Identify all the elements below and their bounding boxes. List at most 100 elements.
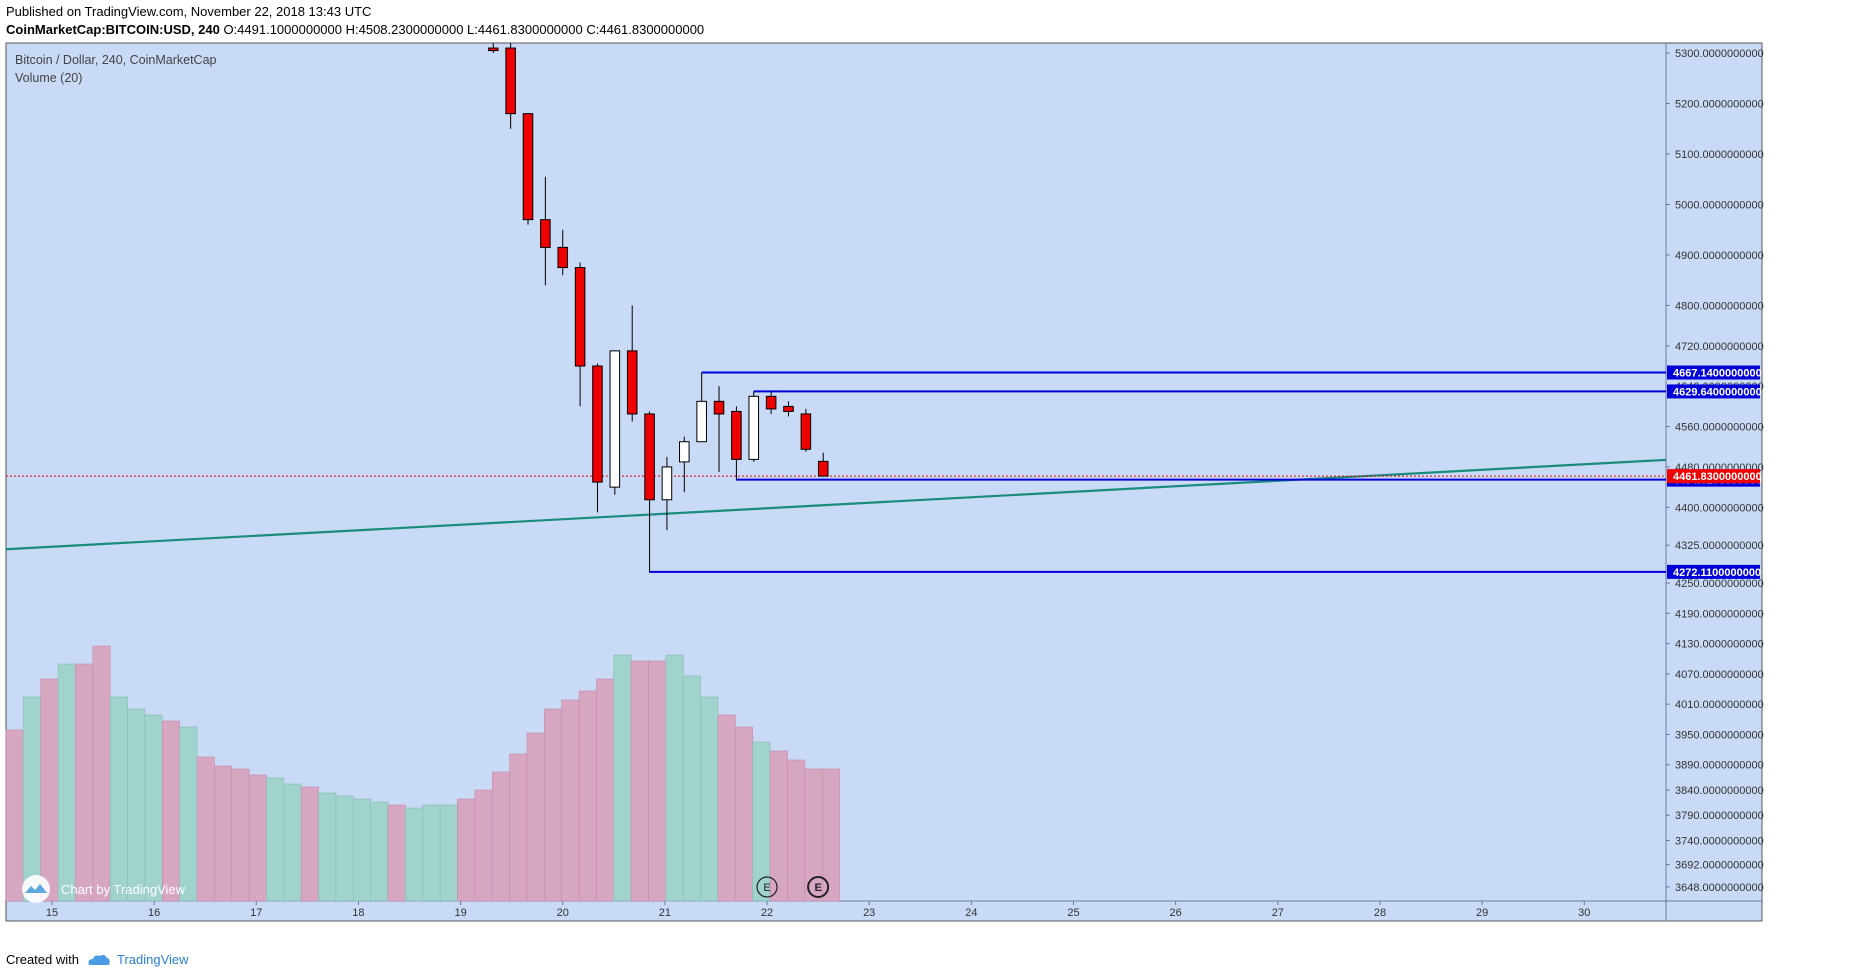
volume-bar: [161, 720, 180, 902]
volume-bar: [283, 783, 302, 902]
x-tick-label: 28: [1374, 907, 1386, 919]
x-tick-label: 18: [352, 907, 364, 919]
price-label-text: 4629.6400000000: [1673, 386, 1762, 398]
y-tick-label: 3692.0000000000: [1675, 860, 1764, 872]
y-tick-label: 4070.0000000000: [1675, 669, 1764, 681]
volume-bar: [387, 804, 406, 902]
price-label-box: [1667, 564, 1760, 579]
volume-bar: [335, 795, 354, 902]
y-tick-label: 4250.0000000000: [1675, 578, 1764, 590]
volume-bar: [300, 786, 319, 902]
candle-up: [748, 395, 760, 460]
y-tick-label: 3790.0000000000: [1675, 810, 1764, 822]
created-with-label: Created with: [6, 952, 79, 967]
x-tick-label: 17: [250, 907, 262, 919]
price-label-text: 4461.8300000000: [1673, 471, 1762, 483]
candle-down: [540, 219, 551, 248]
x-tick-label: 15: [46, 907, 58, 919]
y-tick-label: 5300.0000000000: [1675, 48, 1764, 60]
y-tick-label: 4900.0000000000: [1675, 250, 1764, 262]
price-chart[interactable]: 5300.0000000000 5200.0000000000 5100.00000…: [0, 0, 1868, 940]
candle-down: [626, 350, 638, 415]
volume-bar: [405, 807, 424, 902]
price-label-text: 4272.1100000000: [1673, 567, 1761, 579]
price-label-box: [1667, 365, 1760, 380]
volume-bar: [596, 678, 615, 902]
symbol-ohlc-line: CoinMarketCap:BITCOIN:USD, 240 O:4491.10…: [6, 22, 704, 37]
candle-down: [765, 395, 777, 410]
y-tick-label: 4130.0000000000: [1675, 639, 1764, 651]
volume-bar: [353, 798, 371, 902]
x-tick-label: 19: [454, 907, 466, 919]
volume-bar: [509, 753, 528, 902]
volume-bar: [318, 792, 337, 902]
chart-title: Bitcoin / Dollar, 240, CoinMarketCap: [15, 53, 217, 67]
candle-down: [592, 365, 603, 483]
volume-bar: [248, 774, 267, 902]
y-tick-label: 3890.0000000000: [1675, 760, 1764, 772]
volume-bar: [127, 708, 146, 902]
x-tick-label: 16: [148, 907, 160, 919]
x-tick-label: 25: [1067, 907, 1079, 919]
y-tick-label: 4720.0000000000: [1675, 341, 1764, 353]
trend-line-layer[interactable]: [5, 458, 1667, 551]
candle-down: [487, 47, 499, 52]
event-marker[interactable]: [756, 876, 778, 898]
cloud-icon-shape: [25, 884, 47, 893]
footer: Created with TradingView: [6, 952, 189, 967]
x-tick-label: 26: [1170, 907, 1182, 919]
y-tick-label: 4325.0000000000: [1675, 540, 1764, 552]
published-line: Published on TradingView.com, November 2…: [6, 4, 372, 19]
volume-bar: [665, 654, 684, 902]
y-tick-label: 3648.0000000000: [1675, 882, 1764, 894]
tradingview-brand-label: TradingView: [116, 952, 189, 967]
volume-bar: [630, 660, 649, 902]
volume-bar: [196, 756, 215, 902]
tradingview-brand[interactable]: TradingView: [87, 952, 189, 967]
y-tick-label: 4800.0000000000: [1675, 300, 1764, 312]
price-label-box: [1667, 384, 1760, 399]
volume-bar: [179, 726, 198, 902]
price-label-box: [1667, 469, 1760, 484]
volume-bar: [491, 771, 510, 902]
volume-bar: [5, 729, 24, 902]
ohlc-values: O:4491.1000000000 H:4508.2300000000 L:44…: [223, 22, 705, 37]
y-tick-label: 4400.0000000000: [1675, 502, 1764, 514]
candle-down: [713, 400, 725, 415]
y-tick-label: 3840.0000000000: [1675, 785, 1764, 797]
volume-bar: [57, 663, 76, 902]
volume-bar: [613, 654, 632, 902]
y-tick-label: 3950.0000000000: [1675, 729, 1764, 741]
volume-bar: [266, 777, 285, 902]
x-tick-label: 29: [1476, 907, 1488, 919]
candle-down: [574, 267, 586, 367]
candle-up: [696, 400, 707, 443]
volume-bar: [214, 765, 233, 902]
event-marker[interactable]: [807, 876, 830, 898]
price-labels: 4667.14000000004629.64000000004454.82000…: [1667, 365, 1762, 579]
volume-bar: [144, 714, 163, 902]
volume-bar: [75, 663, 94, 902]
trend-line[interactable]: [5, 458, 1667, 551]
volume-bar: [648, 660, 667, 902]
plot-background: [5, 42, 1763, 922]
x-tick-label: 22: [761, 907, 773, 919]
price-label-text: 4667.1400000000: [1673, 368, 1762, 380]
tradingview-watermark[interactable]: Chart by TradingView: [22, 875, 186, 903]
y-tick-label: 5200.0000000000: [1675, 99, 1764, 111]
volume-bar: [231, 768, 250, 902]
candle-up: [609, 350, 621, 488]
volume-bar: [92, 645, 111, 902]
watermark-text: Chart by TradingView: [61, 882, 186, 897]
horizontal-levels[interactable]: [649, 371, 1666, 573]
event-marker-label: E: [763, 882, 770, 894]
y-tick-label: 4560.0000000000: [1675, 422, 1764, 434]
y-tick-label: 5000.0000000000: [1675, 200, 1764, 212]
x-tick-label: 20: [557, 907, 569, 919]
volume-bar: [561, 699, 580, 902]
x-tick-label: 21: [659, 907, 671, 919]
x-tick-label: 27: [1272, 907, 1284, 919]
volume-bar: [422, 804, 441, 902]
candle-down: [522, 113, 534, 221]
